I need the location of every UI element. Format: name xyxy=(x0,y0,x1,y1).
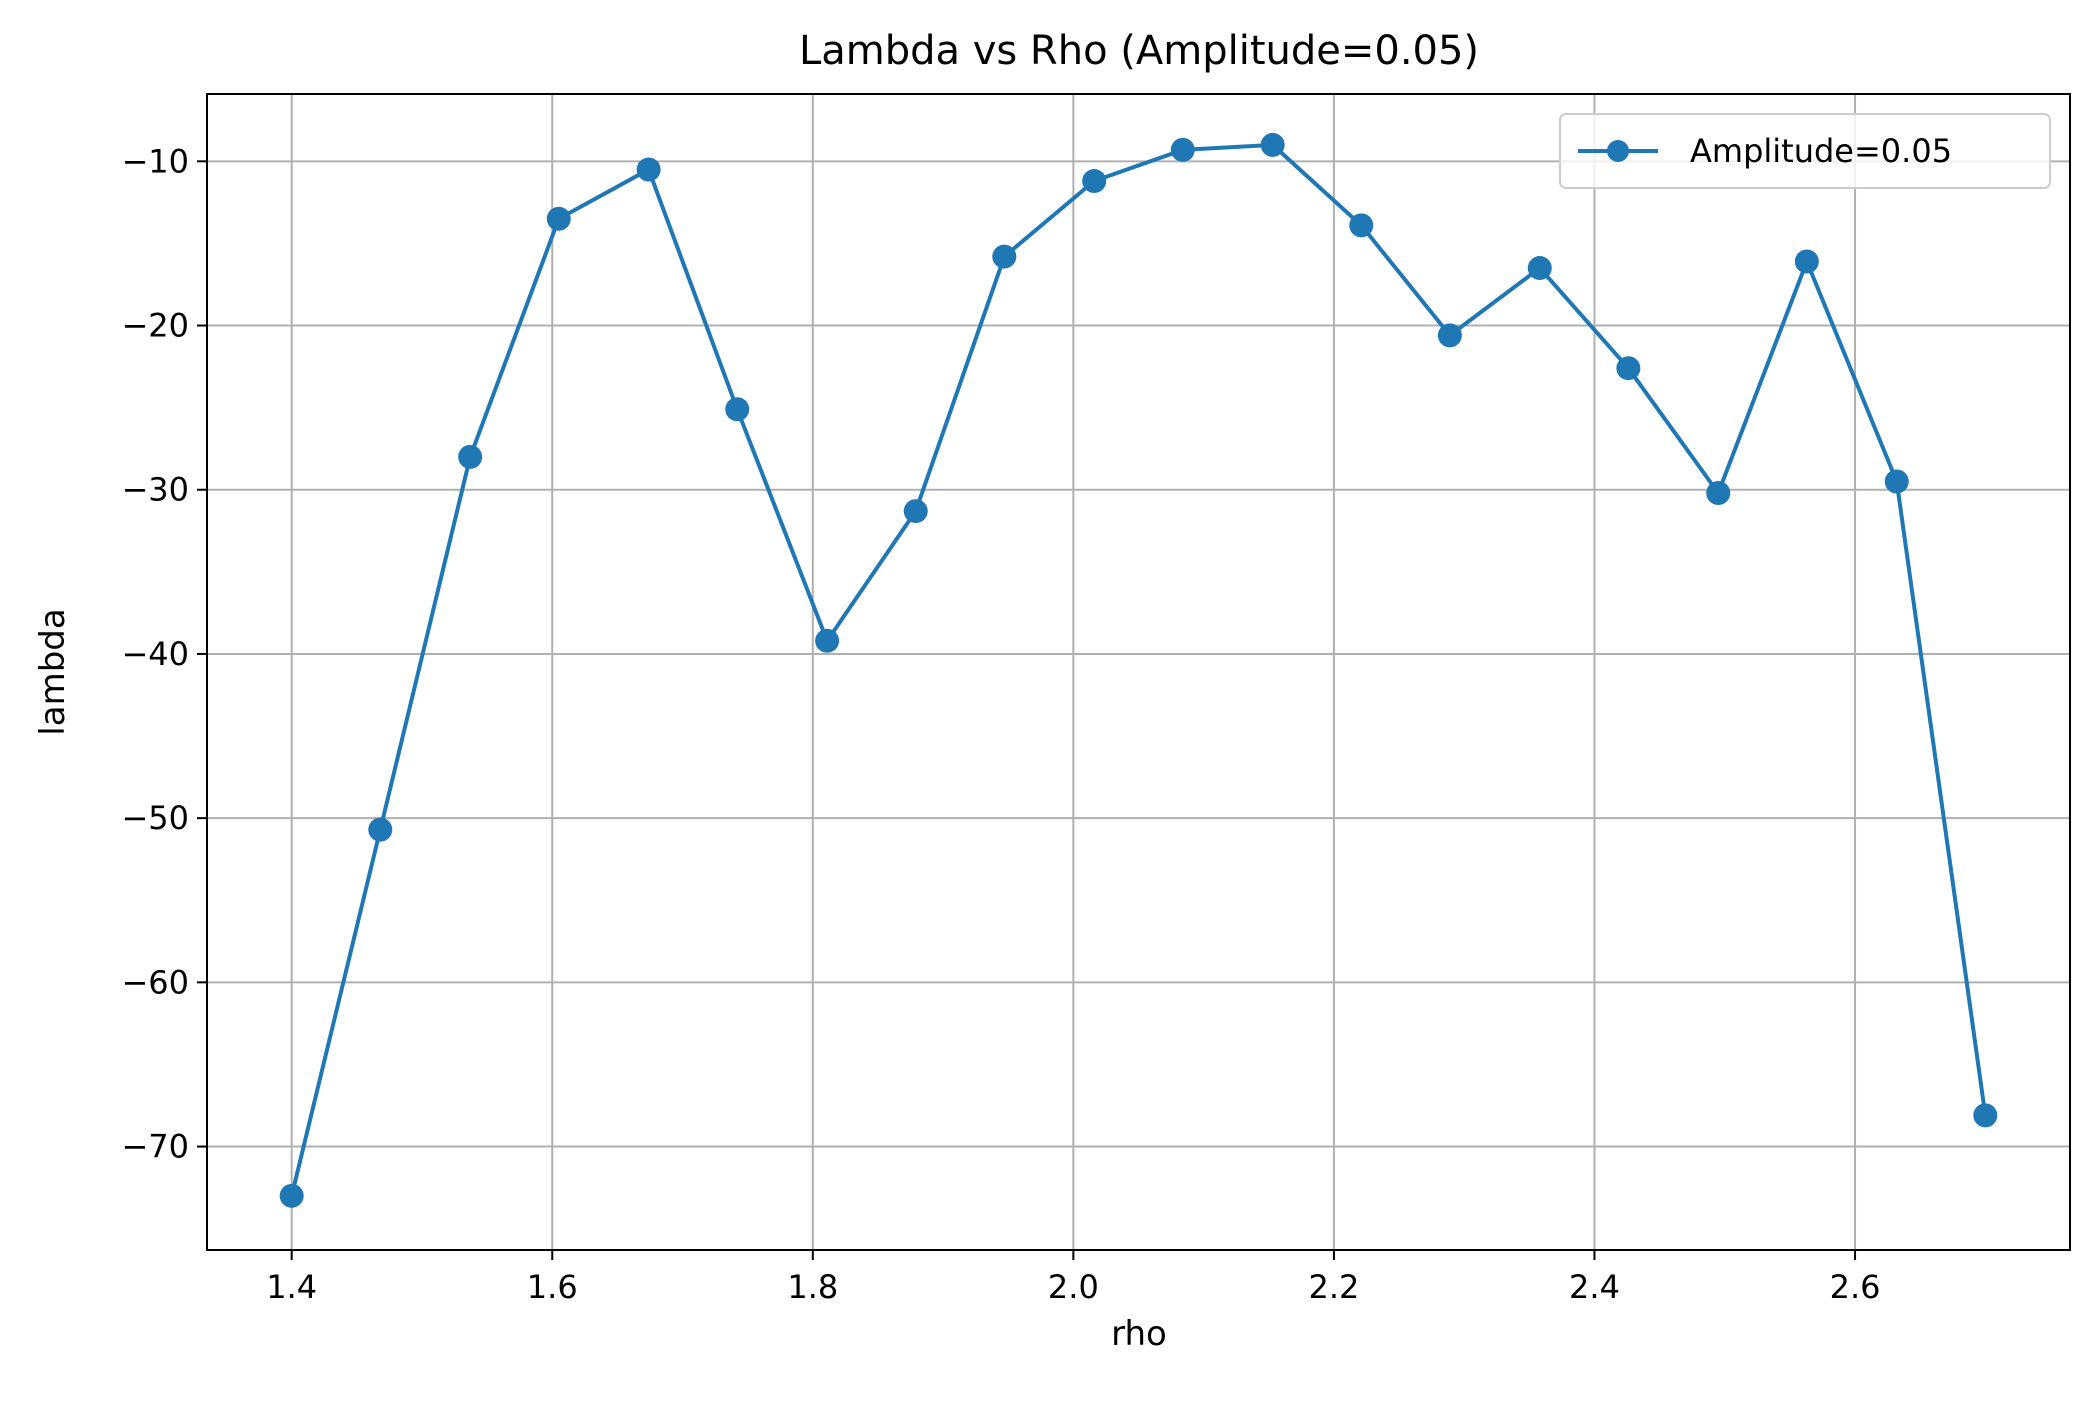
data-point xyxy=(1794,249,1819,274)
x-tick-label: 1.6 xyxy=(527,1268,578,1306)
data-point xyxy=(1616,356,1641,381)
series-line xyxy=(289,142,1988,1197)
y-tick-label: −40 xyxy=(121,635,189,673)
data-point xyxy=(1437,323,1462,348)
data-point xyxy=(903,499,928,524)
data-point xyxy=(636,157,661,182)
y-tick-label: −70 xyxy=(121,1128,189,1166)
x-tick-label: 2.0 xyxy=(1048,1268,1099,1306)
data-point xyxy=(1706,481,1731,506)
data-point xyxy=(725,397,750,422)
y-axis-label: lambda xyxy=(33,608,73,735)
series-layer xyxy=(279,132,1998,1208)
data-point xyxy=(1082,169,1107,194)
data-point xyxy=(992,244,1017,269)
data-point xyxy=(1349,213,1374,238)
data-point xyxy=(458,444,483,469)
data-point xyxy=(546,206,571,231)
x-tick-label: 1.4 xyxy=(266,1268,317,1306)
y-tick-label: −30 xyxy=(121,471,189,509)
y-tick-label: −60 xyxy=(121,963,189,1001)
chart-title: Lambda vs Rho (Amplitude=0.05) xyxy=(799,28,1479,74)
y-tick-label: −10 xyxy=(121,142,189,180)
x-tick-label: 1.8 xyxy=(787,1268,838,1306)
x-tick-label: 2.4 xyxy=(1569,1268,1620,1306)
plot-area-frame xyxy=(206,93,2071,1251)
data-point xyxy=(368,817,393,842)
legend-label: Amplitude=0.05 xyxy=(1690,132,1952,170)
data-point xyxy=(1170,137,1195,162)
data-point xyxy=(815,628,840,653)
x-tick-label: 2.2 xyxy=(1308,1268,1359,1306)
y-axis-ticks: −10 −20 −30 −40 −50 −60 −70 xyxy=(121,142,207,1166)
y-tick-label: −50 xyxy=(121,799,189,837)
legend-box xyxy=(1559,113,2051,189)
data-point xyxy=(1260,132,1285,157)
x-tick-label: 2.6 xyxy=(1830,1268,1881,1306)
data-point xyxy=(1527,256,1552,281)
legend: Amplitude=0.05 xyxy=(1559,113,2051,189)
x-axis-label: rho xyxy=(1111,1314,1167,1354)
legend-marker-swatch xyxy=(1607,140,1629,162)
data-point xyxy=(1973,1103,1998,1128)
x-axis-ticks: 1.4 1.6 1.8 2.0 2.2 2.4 2.6 xyxy=(266,1250,1880,1306)
data-point xyxy=(1884,469,1909,494)
grid xyxy=(207,94,2070,1250)
y-tick-label: −20 xyxy=(121,307,189,345)
data-point xyxy=(279,1183,304,1208)
